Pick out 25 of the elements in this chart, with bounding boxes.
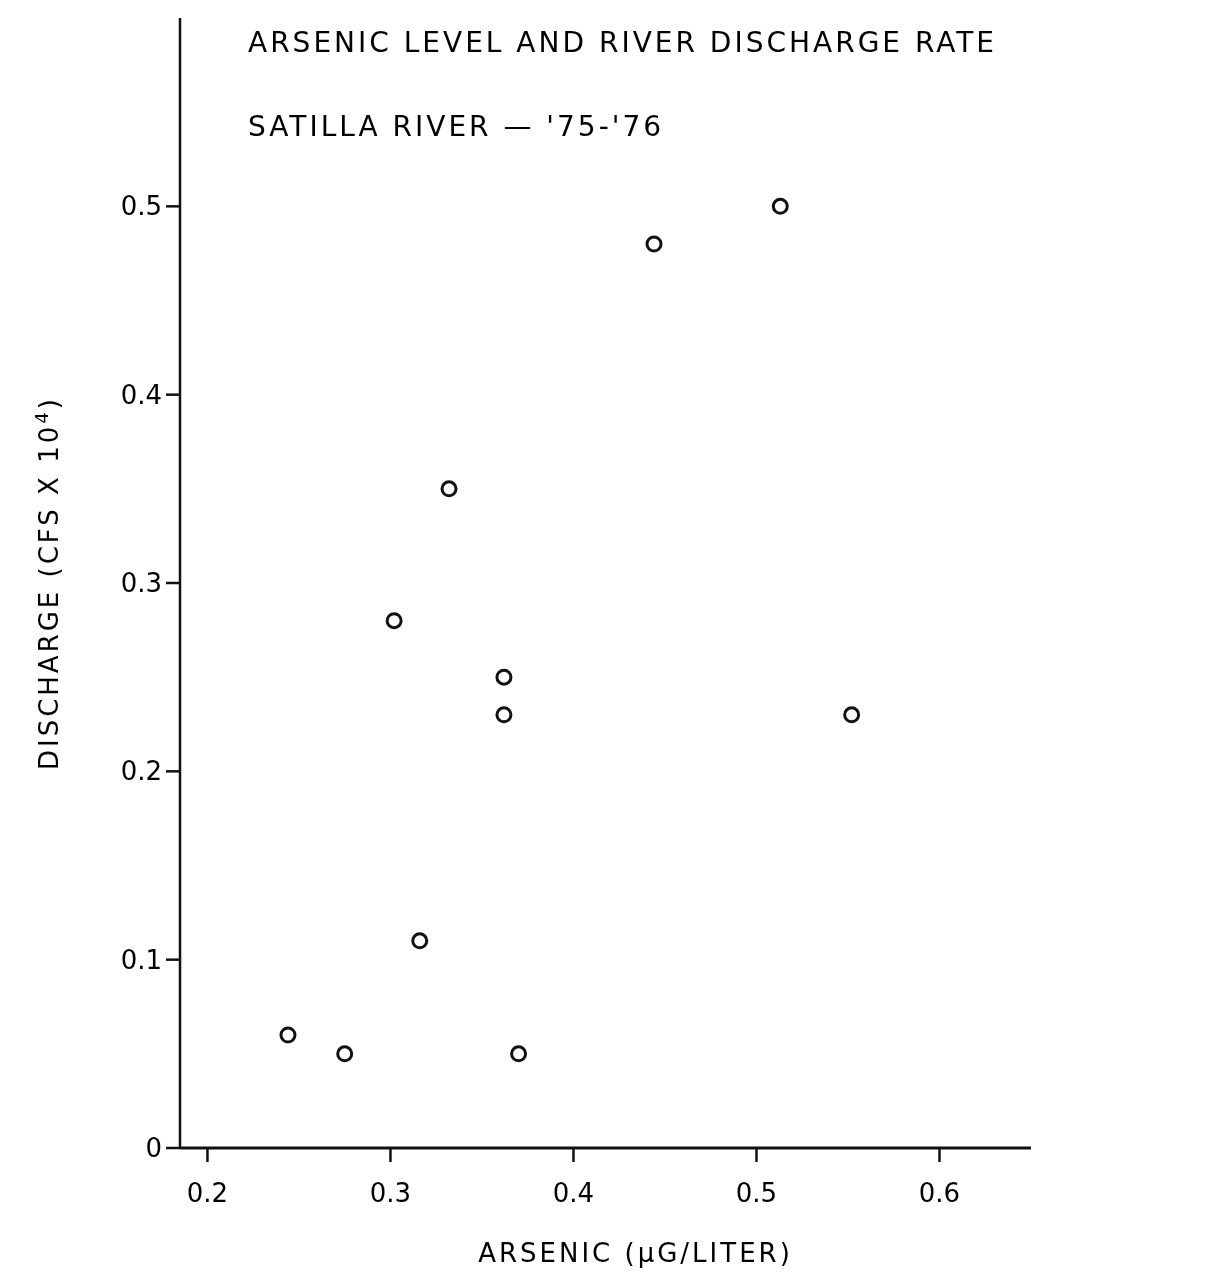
x-tick-label: 0.2 bbox=[186, 1178, 229, 1208]
point bbox=[495, 706, 513, 724]
point bbox=[771, 197, 789, 215]
point bbox=[495, 668, 513, 686]
chart-title: ARSENIC LEVEL AND RIVER DISCHARGE RATE bbox=[248, 26, 998, 59]
y-tick-label: 0.5 bbox=[120, 191, 162, 222]
y-tick-label: 0.4 bbox=[120, 379, 162, 410]
x-tick-label: 0.4 bbox=[552, 1178, 595, 1208]
point bbox=[385, 612, 403, 630]
text: SATILLA RIVER — '75-'76 bbox=[248, 110, 665, 143]
point bbox=[411, 932, 429, 950]
y-tick-label: 0.1 bbox=[120, 944, 162, 975]
x-tick-label: 0.6 bbox=[918, 1178, 961, 1208]
x-tick-label: 0.5 bbox=[735, 1178, 778, 1208]
x-tick-label: 0.3 bbox=[369, 1178, 412, 1208]
point bbox=[510, 1045, 528, 1063]
y-tick-label: 0 bbox=[145, 1133, 162, 1164]
point bbox=[843, 706, 861, 724]
y-tick-label: 0.3 bbox=[120, 568, 162, 599]
point bbox=[279, 1026, 297, 1044]
point bbox=[336, 1045, 354, 1063]
x-axis-title: ARSENIC (µG/LITER) bbox=[478, 1238, 793, 1268]
y-tick-label: 0.2 bbox=[120, 756, 162, 787]
point bbox=[645, 235, 663, 253]
point bbox=[440, 480, 458, 498]
